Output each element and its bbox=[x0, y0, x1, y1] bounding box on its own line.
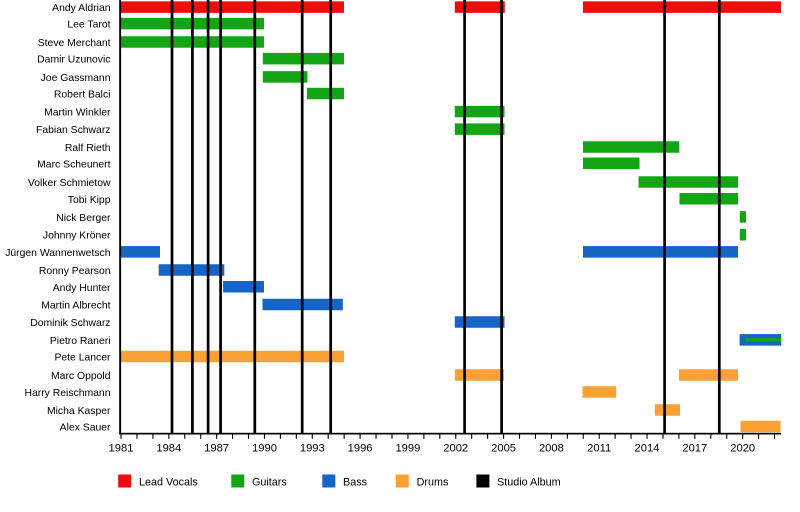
svg-text:Lead Vocals: Lead Vocals bbox=[139, 477, 198, 489]
svg-text:Martin Winkler: Martin Winkler bbox=[44, 108, 111, 119]
svg-text:Damir Uzunovic: Damir Uzunovic bbox=[37, 55, 110, 66]
svg-text:1999: 1999 bbox=[395, 443, 420, 455]
svg-text:Alex Sauer: Alex Sauer bbox=[60, 423, 111, 434]
svg-text:Pete Lancer: Pete Lancer bbox=[54, 353, 111, 364]
svg-text:Volker Schmietow: Volker Schmietow bbox=[28, 178, 111, 189]
svg-text:Marc Oppold: Marc Oppold bbox=[51, 371, 111, 382]
svg-text:Micha Kasper: Micha Kasper bbox=[47, 406, 111, 417]
svg-text:1993: 1993 bbox=[300, 443, 325, 455]
svg-text:Harry Reischmann: Harry Reischmann bbox=[24, 388, 110, 399]
svg-text:2011: 2011 bbox=[587, 443, 611, 455]
svg-text:2008: 2008 bbox=[539, 443, 564, 455]
svg-text:Martin Albrecht: Martin Albrecht bbox=[41, 301, 110, 312]
svg-text:Steve Merchant: Steve Merchant bbox=[38, 38, 111, 49]
svg-text:Joe Gassmann: Joe Gassmann bbox=[41, 73, 111, 84]
svg-text:Andy Hunter: Andy Hunter bbox=[53, 283, 111, 294]
svg-text:Studio Album: Studio Album bbox=[497, 477, 561, 489]
svg-text:Andy Aldrian: Andy Aldrian bbox=[52, 3, 111, 14]
svg-text:Drums: Drums bbox=[417, 477, 449, 489]
svg-text:Jürgen Wannenwetsch: Jürgen Wannenwetsch bbox=[5, 248, 111, 259]
svg-text:2005: 2005 bbox=[491, 443, 516, 455]
svg-text:Ronny Pearson: Ronny Pearson bbox=[39, 266, 111, 277]
svg-text:1996: 1996 bbox=[348, 443, 373, 455]
svg-text:Ralf Rieth: Ralf Rieth bbox=[65, 143, 111, 154]
svg-text:Nick Berger: Nick Berger bbox=[56, 213, 111, 224]
svg-text:2017: 2017 bbox=[682, 443, 707, 455]
svg-text:1984: 1984 bbox=[156, 443, 181, 455]
svg-text:Guitars: Guitars bbox=[252, 477, 287, 489]
svg-text:Lee Tarot: Lee Tarot bbox=[67, 20, 110, 31]
svg-text:Marc Scheunert: Marc Scheunert bbox=[37, 159, 110, 170]
svg-text:Fabian Schwarz: Fabian Schwarz bbox=[36, 125, 111, 136]
svg-text:Bass: Bass bbox=[343, 477, 368, 489]
svg-text:1987: 1987 bbox=[204, 443, 229, 455]
svg-text:Dominik Schwarz: Dominik Schwarz bbox=[30, 318, 110, 329]
svg-text:Tobi Kipp: Tobi Kipp bbox=[68, 195, 111, 206]
svg-text:1990: 1990 bbox=[252, 443, 277, 455]
svg-text:2002: 2002 bbox=[443, 443, 468, 455]
svg-text:Johnny Kröner: Johnny Kröner bbox=[43, 231, 111, 242]
svg-text:2020: 2020 bbox=[730, 443, 755, 455]
svg-text:Pietro Raneri: Pietro Raneri bbox=[50, 336, 111, 347]
svg-text:Robert Balci: Robert Balci bbox=[54, 90, 111, 101]
svg-text:2014: 2014 bbox=[635, 443, 660, 455]
svg-text:1981: 1981 bbox=[109, 443, 134, 455]
